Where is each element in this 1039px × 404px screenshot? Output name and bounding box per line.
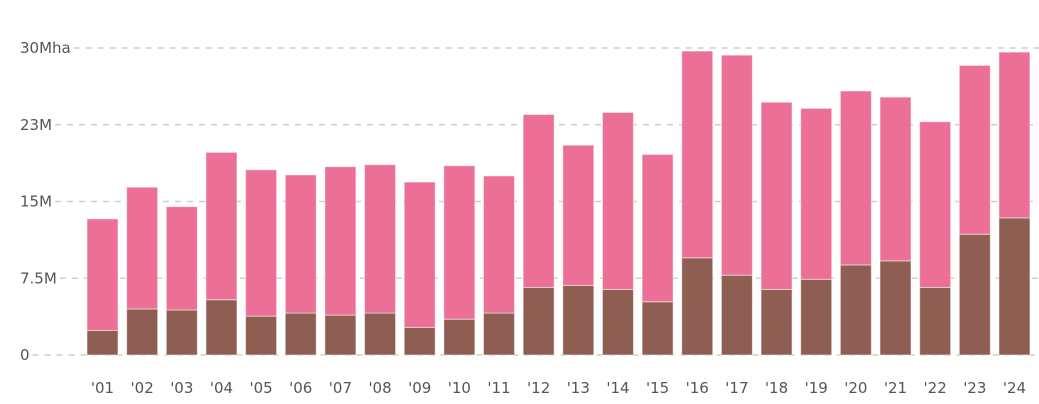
x-tick-labels: '01 '02 '03 '04 '05 '06 '07 '08 '09 '10 '11 '12 '13 '… — [91, 379, 1026, 397]
y-tick-label: 23M — [20, 116, 52, 134]
bar-segment-lower — [205, 299, 238, 356]
bar-segment-lower — [958, 233, 991, 356]
bar-segment-lower — [641, 301, 674, 356]
bar-segment-upper — [720, 54, 753, 276]
bar-segment-upper — [522, 114, 555, 288]
bar-segment-lower — [601, 289, 634, 356]
bar-segment-upper — [324, 166, 357, 316]
bar-segment-upper — [879, 96, 912, 262]
bar-segment-lower — [245, 315, 278, 356]
bar-segment-lower — [720, 274, 753, 356]
bar-segment-lower — [403, 326, 436, 356]
y-tick-label: 7.5M — [20, 269, 57, 287]
bar-segment-upper — [126, 186, 159, 310]
bar-segment-upper — [839, 90, 872, 266]
bar-segment-lower — [919, 286, 952, 356]
bar-segment-upper — [800, 107, 833, 280]
y-tick-label: 15M — [20, 193, 52, 211]
bar-segment-lower — [522, 286, 555, 356]
x-tick-label: '21 — [884, 379, 907, 397]
x-tick-label: '04 — [210, 379, 233, 397]
bar-segment-lower — [483, 312, 515, 356]
bar-segment-upper — [364, 164, 397, 314]
bar-segment-upper — [760, 101, 793, 291]
bar-segment-upper — [958, 64, 991, 235]
x-tick-label: '15 — [646, 379, 669, 397]
bar-segment-upper — [284, 174, 317, 314]
bar-segment-upper — [443, 165, 476, 320]
bar-segment-lower — [839, 264, 872, 356]
bar-segment-upper — [562, 144, 595, 286]
bar-segment-lower — [126, 308, 159, 356]
bar-segment-upper — [165, 206, 198, 311]
x-tick-label: '20 — [844, 379, 867, 397]
bar-segment-upper — [403, 181, 436, 328]
x-tick-label: '17 — [725, 379, 748, 397]
x-tick-label: '16 — [686, 379, 709, 397]
x-tick-label: '01 — [91, 379, 114, 397]
x-tick-label: '02 — [131, 379, 154, 397]
bar-segment-upper — [919, 121, 952, 288]
x-tick-label: '19 — [805, 379, 828, 397]
bar-segment-lower — [562, 284, 595, 356]
x-tick-label: '22 — [924, 379, 947, 397]
bar-segment-upper — [483, 175, 515, 314]
bar-segment-lower — [998, 217, 1031, 356]
bar-segment-lower — [364, 312, 397, 356]
bar-segment-lower — [165, 309, 198, 356]
bar-segment-lower — [284, 312, 317, 356]
x-tick-label: '14 — [606, 379, 629, 397]
bar-segment-upper — [641, 153, 674, 303]
bar-segment-lower — [86, 329, 119, 356]
x-tick-label: '24 — [1003, 379, 1026, 397]
y-tick-label: 0 — [20, 346, 30, 364]
bar-segment-lower — [800, 278, 833, 356]
x-tick-label: '11 — [487, 379, 510, 397]
bar-segment-upper — [86, 218, 119, 331]
x-tick-label: '03 — [170, 379, 193, 397]
bars — [86, 50, 1031, 356]
x-tick-label: '18 — [765, 379, 788, 397]
x-tick-label: '09 — [408, 379, 431, 397]
bar-segment-upper — [681, 50, 714, 259]
bar-segment-upper — [205, 151, 238, 301]
bar-segment-upper — [601, 111, 634, 291]
bar-segment-upper — [998, 51, 1031, 219]
bar-segment-lower — [681, 257, 714, 356]
x-tick-label: '07 — [329, 379, 352, 397]
x-tick-label: '06 — [289, 379, 312, 397]
gridlines: 0 7.5M 15M 23M 30Mha — [20, 39, 1039, 364]
bar-segment-lower — [324, 314, 357, 356]
bar-segment-lower — [443, 318, 476, 356]
x-tick-label: '13 — [567, 379, 590, 397]
x-tick-label: '10 — [448, 379, 471, 397]
x-tick-label: '12 — [527, 379, 550, 397]
bar-segment-lower — [879, 260, 912, 356]
bar-segment-lower — [760, 289, 793, 356]
x-tick-label: '08 — [368, 379, 391, 397]
y-tick-label: 30Mha — [20, 39, 71, 57]
bar-segment-upper — [245, 169, 278, 317]
x-tick-label: '05 — [249, 379, 272, 397]
x-tick-label: '23 — [963, 379, 986, 397]
